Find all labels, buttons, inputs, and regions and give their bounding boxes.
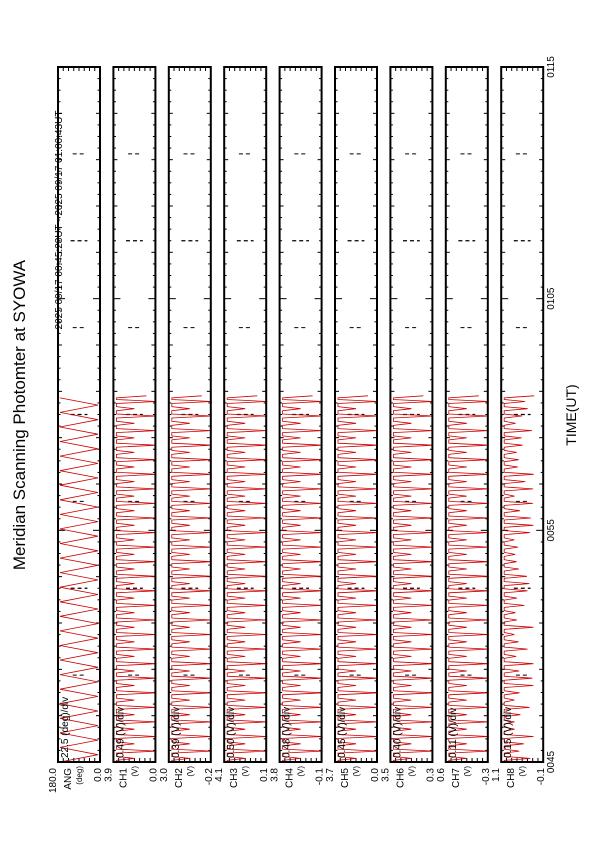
y-min-label: -0.3 xyxy=(481,768,492,786)
y-min-label: 0.1 xyxy=(259,768,270,782)
channel-label: CH8 xyxy=(506,768,517,788)
unit-label: (V) xyxy=(130,766,139,777)
x-tick-labels: 0045 0055 0105 0115 xyxy=(546,56,557,773)
y-min-label: -0.1 xyxy=(315,768,326,786)
y-max-label: 3.9 xyxy=(103,768,114,782)
y-min-label: 0.3 xyxy=(425,768,436,782)
trace-ch5 xyxy=(337,395,379,762)
trace-ch4 xyxy=(282,395,323,762)
scale-label: 0.50 (V)/div xyxy=(226,707,237,758)
y-max-label: 180.0 xyxy=(48,768,59,793)
unit-label: (V) xyxy=(463,766,472,777)
scale-label: 0.45 (V)/div xyxy=(337,707,348,758)
channel-label: CH2 xyxy=(174,768,185,788)
y-min-label: -0.2 xyxy=(204,768,215,786)
channel-label: CH3 xyxy=(229,768,240,788)
y-max-label: 3.5 xyxy=(380,768,391,782)
trace-ch8 xyxy=(503,395,535,762)
trace-ch1 xyxy=(116,395,157,762)
y-max-label: 1.1 xyxy=(491,768,502,782)
trace-ch3 xyxy=(226,395,268,762)
trace-ang xyxy=(59,397,99,763)
x-tick-label: 0115 xyxy=(546,56,557,78)
y-max-label: 0.6 xyxy=(436,768,447,782)
y-min-label: 0.0 xyxy=(93,768,104,782)
y-max-label: 3.7 xyxy=(325,768,336,782)
channel-label: CH6 xyxy=(395,768,406,788)
x-tick-label: 0055 xyxy=(546,519,557,542)
x-tick-label: 0045 xyxy=(546,750,557,773)
unit-label: (V) xyxy=(186,766,195,777)
scale-label: 0.11 (V)/div xyxy=(448,708,459,758)
chart-title: Meridian Scanning Photomter at SYOWA xyxy=(10,259,29,570)
scale-label: 0.49 (V)/div xyxy=(115,707,126,758)
scale-label: 0.15 (V)/div xyxy=(503,707,514,758)
y-max-label: 3.8 xyxy=(270,768,281,782)
scale-label: 0.40 (V)/div xyxy=(392,707,403,758)
unit-label: (V) xyxy=(241,766,250,777)
y-min-label: 0.0 xyxy=(370,768,381,782)
trace-ch7 xyxy=(448,395,489,762)
time-range-label: 2025 09/17 00:45:28UT - 2025 09/17 01:00… xyxy=(54,111,65,330)
scale-label: 22.5 (deg)/div xyxy=(60,697,71,758)
channel-label: ANG xyxy=(63,768,74,790)
unit-label: (deg) xyxy=(75,766,84,785)
scale-label: 0.48 (V)/div xyxy=(282,707,293,758)
x-axis-label: TIME(UT) xyxy=(563,384,579,445)
y-min-label: -0.1 xyxy=(536,768,547,786)
channel-label: CH4 xyxy=(285,768,296,788)
scale-label: 0.39 (V)/div xyxy=(171,707,182,758)
channel-label: CH1 xyxy=(118,768,129,788)
unit-label: (V) xyxy=(352,766,361,777)
y-max-label: 4.1 xyxy=(214,768,225,782)
unit-label: (V) xyxy=(297,766,306,777)
y-max-label: 3.0 xyxy=(159,768,170,782)
channel-label: CH7 xyxy=(451,768,462,788)
trace-ch2 xyxy=(171,395,212,762)
x-tick-label: 0105 xyxy=(546,287,557,310)
unit-label: (V) xyxy=(407,766,416,777)
trace-ch6 xyxy=(393,395,434,762)
channel-label: CH5 xyxy=(340,768,351,788)
unit-label: (V) xyxy=(518,766,527,777)
y-min-label: 0.0 xyxy=(148,768,159,782)
